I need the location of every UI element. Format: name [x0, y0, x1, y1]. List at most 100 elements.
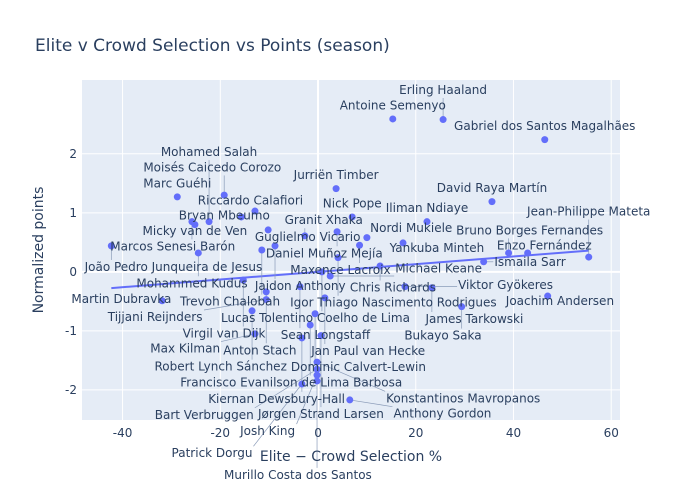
data-point[interactable]: [480, 258, 488, 266]
data-point[interactable]: [271, 242, 279, 250]
label-leader-line: [296, 375, 318, 425]
point-label: Josh King: [239, 424, 295, 438]
x-tick-label: 40: [506, 426, 521, 440]
data-point[interactable]: [363, 234, 371, 242]
data-point[interactable]: [107, 242, 115, 250]
point-label: Francisco Evanilson de Lima Barbosa: [180, 375, 402, 389]
data-point[interactable]: [585, 253, 593, 261]
data-point[interactable]: [333, 228, 341, 236]
data-point[interactable]: [251, 330, 259, 338]
points-group: [107, 115, 593, 404]
data-point[interactable]: [298, 380, 306, 388]
point-label: Sean Longstaff: [281, 328, 371, 342]
data-point[interactable]: [194, 249, 202, 257]
data-point[interactable]: [313, 358, 321, 366]
x-tick-label: 60: [604, 426, 619, 440]
data-point[interactable]: [458, 303, 466, 311]
trendline-group: [111, 249, 589, 290]
data-point[interactable]: [313, 371, 321, 379]
point-label: Konstantinos Mavropanos: [386, 391, 540, 405]
label-leader-line: [253, 383, 303, 447]
x-axis-title: Elite − Crowd Selection %: [260, 449, 442, 465]
data-point[interactable]: [313, 365, 321, 373]
data-point[interactable]: [401, 283, 409, 291]
point-label: Antoine Semenyo: [340, 98, 446, 112]
data-point[interactable]: [505, 249, 513, 257]
chart-title: Elite v Crowd Selection vs Points (seaso…: [35, 36, 390, 56]
data-point[interactable]: [220, 191, 228, 199]
y-axis-title: Normalized points: [31, 187, 47, 314]
data-point[interactable]: [389, 115, 397, 123]
grid: [82, 80, 620, 420]
y-tick-label: 1: [69, 206, 77, 220]
data-point[interactable]: [399, 239, 407, 247]
data-point[interactable]: [311, 310, 319, 318]
data-point[interactable]: [541, 136, 549, 144]
y-tick-label: -1: [65, 324, 77, 338]
data-point[interactable]: [306, 321, 314, 329]
data-point[interactable]: [239, 276, 247, 284]
data-point[interactable]: [346, 396, 354, 404]
data-point[interactable]: [318, 268, 326, 276]
data-point[interactable]: [428, 284, 436, 292]
data-point[interactable]: [332, 185, 340, 193]
point-label: Bruno Borges Fernandes: [456, 223, 603, 237]
point-label: Bukayo Saka: [404, 329, 481, 343]
data-point[interactable]: [251, 207, 259, 215]
label-leader-line: [254, 368, 318, 409]
point-label: Dominic Calvert-Lewin: [291, 360, 426, 374]
point-label: Chris Richards: [350, 281, 436, 295]
data-point[interactable]: [264, 226, 272, 234]
point-label: Anthony Gordon: [393, 407, 491, 421]
data-point[interactable]: [188, 218, 196, 226]
point-label: João Pedro Junqueira de Jesus: [84, 260, 263, 274]
data-point[interactable]: [326, 272, 334, 280]
point-label: Bart Verbruggen: [155, 408, 254, 422]
point-label: Robert Lynch Sánchez: [155, 360, 287, 374]
point-label: Trevoh Chalobah: [179, 295, 280, 309]
point-label: Virgil van Dijk: [183, 327, 266, 341]
data-point[interactable]: [334, 254, 342, 262]
data-point[interactable]: [262, 296, 270, 304]
y-tick-label: 2: [69, 147, 77, 161]
data-point[interactable]: [173, 193, 181, 201]
data-point[interactable]: [488, 198, 496, 206]
data-point[interactable]: [205, 218, 213, 226]
data-point[interactable]: [298, 334, 306, 342]
point-label: Gabriel dos Santos Magalhães: [454, 119, 635, 133]
data-point[interactable]: [544, 292, 552, 300]
data-point[interactable]: [317, 332, 325, 340]
point-label: Jean-Philippe Mateta: [526, 205, 650, 219]
data-point[interactable]: [348, 213, 356, 221]
data-point[interactable]: [296, 283, 304, 291]
data-point[interactable]: [258, 246, 266, 254]
point-label: Maxence Lacroix: [290, 263, 390, 277]
label-leader-line: [203, 299, 267, 311]
data-point[interactable]: [237, 213, 245, 221]
data-point[interactable]: [301, 232, 309, 240]
point-label: Nordi Mukiele: [370, 221, 452, 235]
data-point[interactable]: [524, 249, 532, 257]
point-label: Murillo Costa dos Santos: [224, 468, 372, 482]
y-tick-label: 0: [69, 265, 77, 279]
data-point[interactable]: [313, 377, 321, 385]
data-point[interactable]: [439, 116, 447, 124]
point-label: Yankuba Minteh: [389, 241, 485, 255]
data-point[interactable]: [262, 288, 270, 296]
data-point[interactable]: [248, 307, 256, 315]
point-label: Granit Xhaka: [285, 213, 363, 227]
y-tick-labels: -2 -1 0 1 2: [65, 147, 77, 397]
data-point[interactable]: [321, 294, 329, 302]
data-point[interactable]: [423, 218, 431, 226]
point-label: Daniel Muñoz Mejía: [266, 246, 383, 260]
plot-background: [82, 80, 620, 420]
trendline: [111, 249, 589, 290]
y-tick-label: -2: [65, 383, 77, 397]
data-point[interactable]: [158, 297, 166, 305]
point-label: Marc Guéhi: [143, 176, 211, 190]
data-point[interactable]: [376, 262, 384, 270]
point-label: Enzo Fernández: [497, 238, 592, 252]
data-point[interactable]: [356, 241, 364, 249]
